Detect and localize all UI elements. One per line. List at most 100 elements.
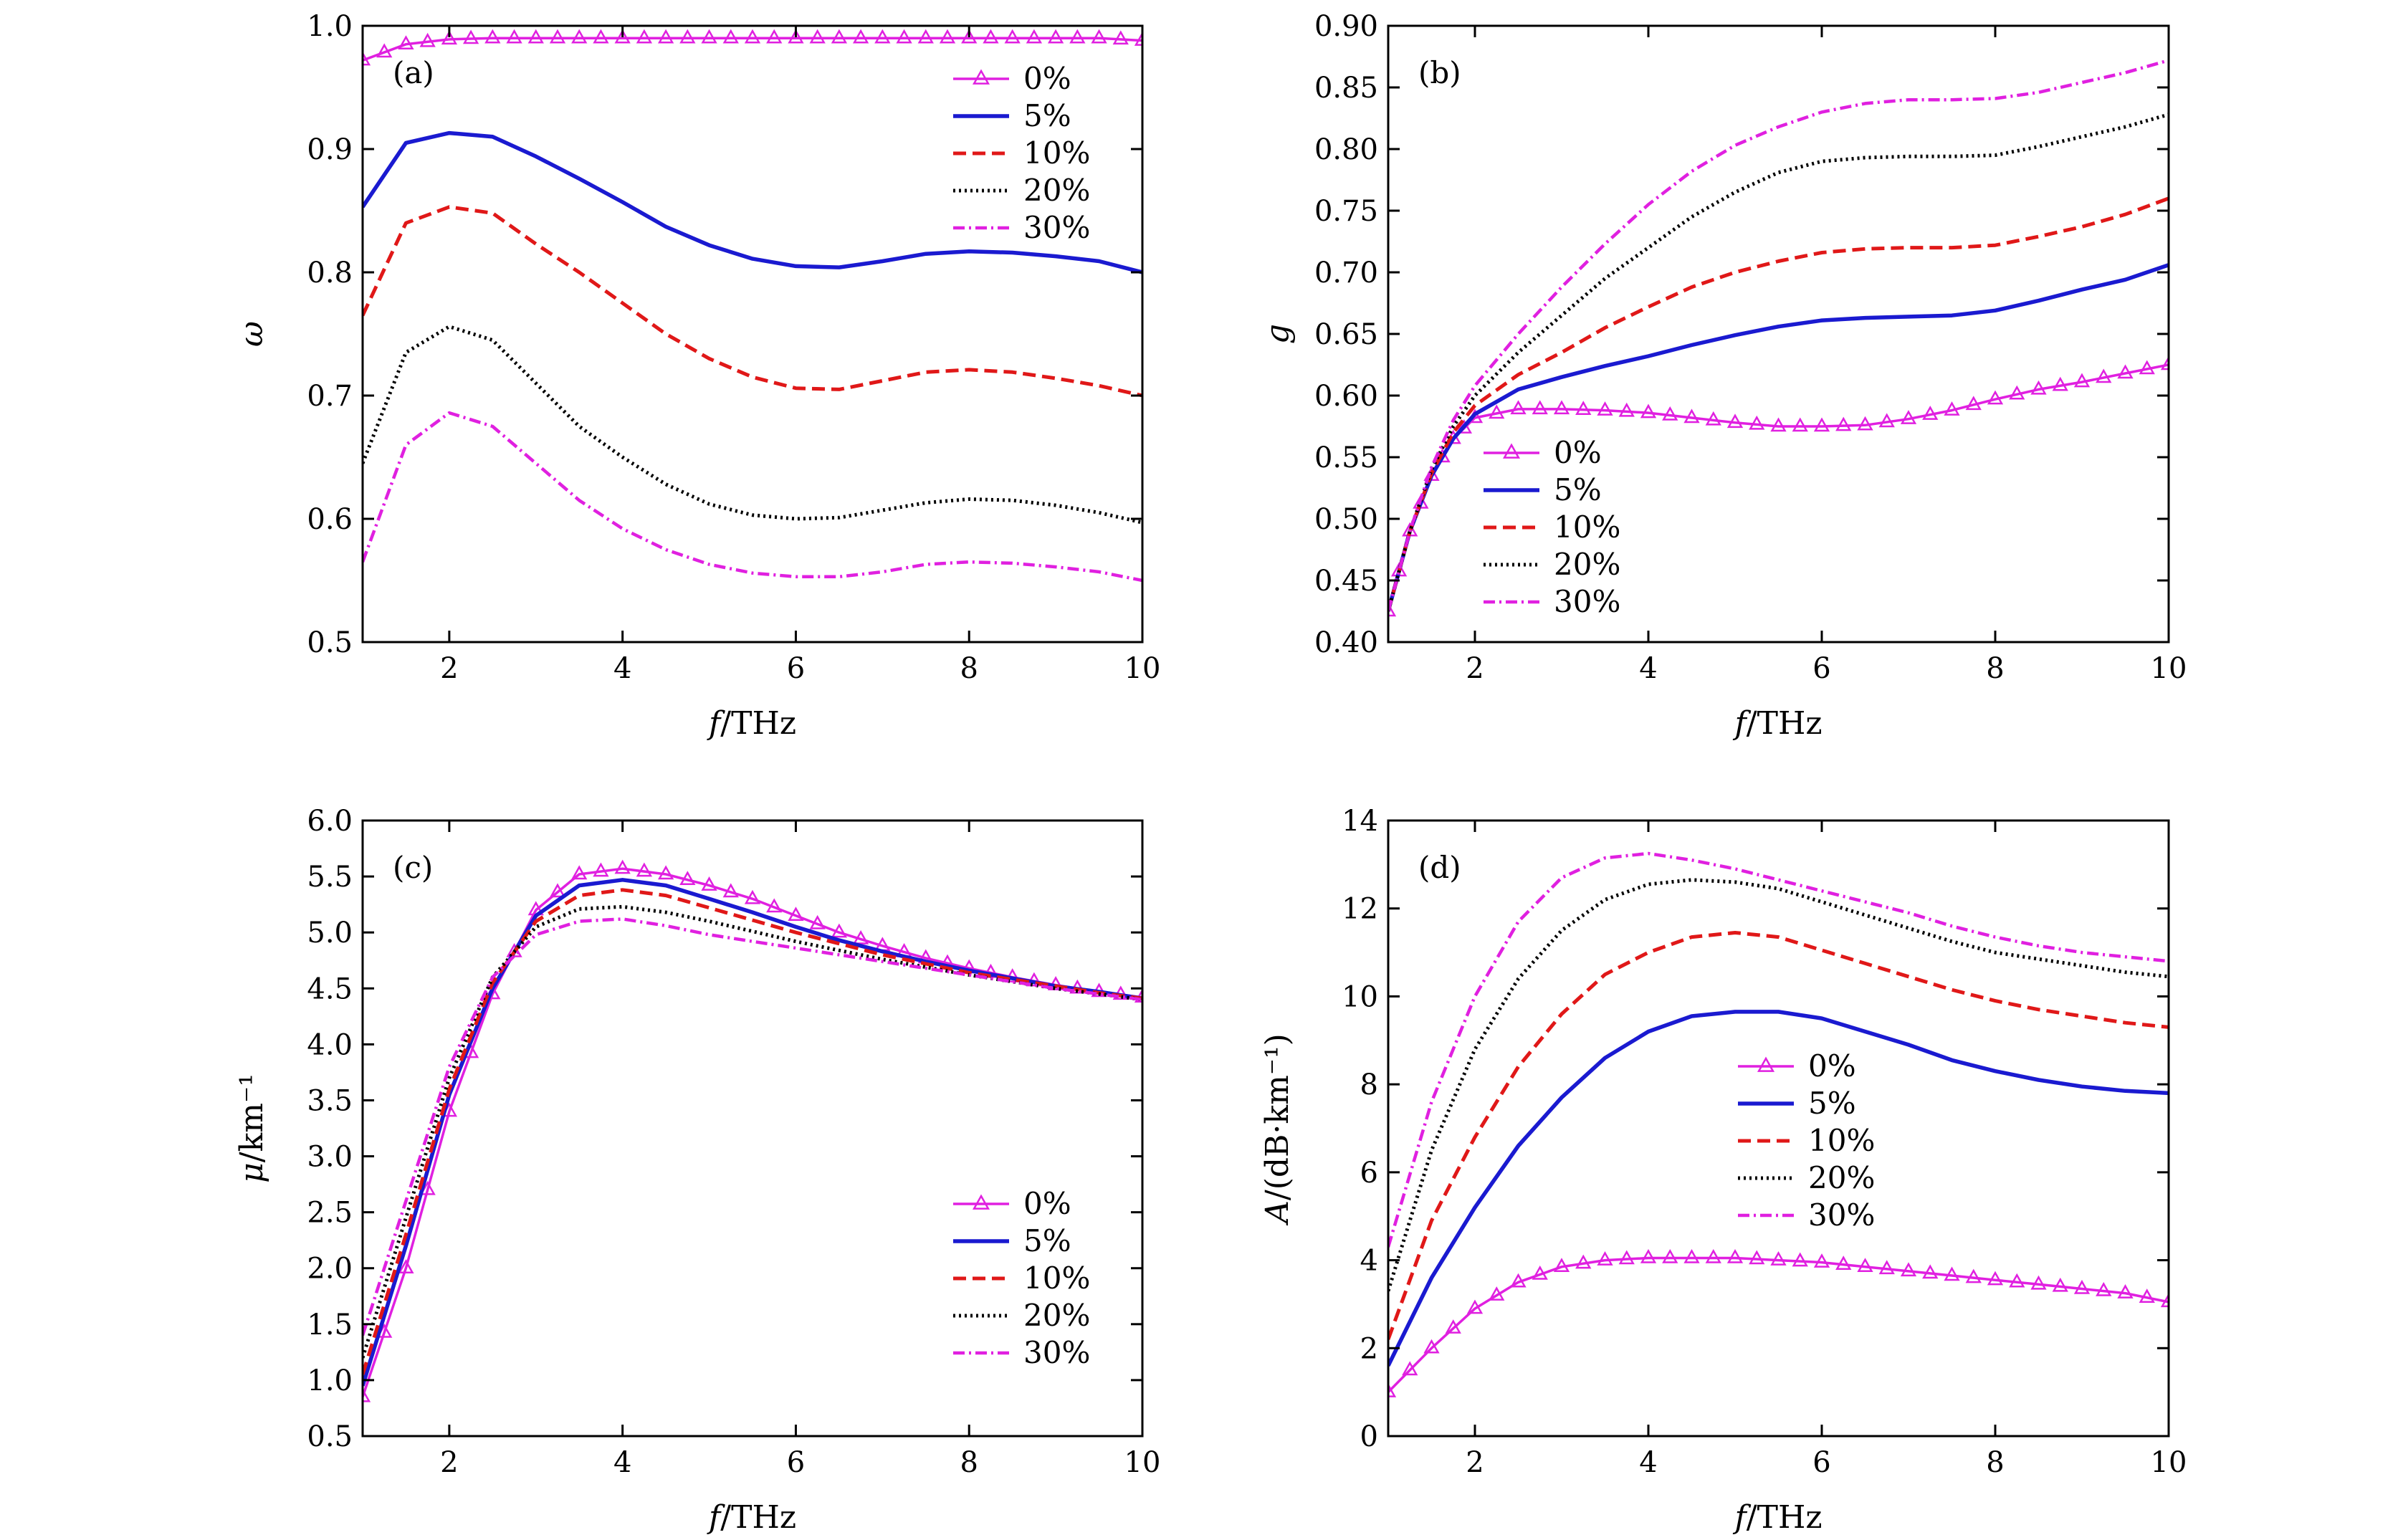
data-point-marker <box>614 29 631 44</box>
data-point-marker <box>1553 400 1570 415</box>
data-point-marker <box>527 29 544 44</box>
data-point-marker <box>1900 1262 1917 1277</box>
y-tick-label: 3.0 <box>307 1141 353 1174</box>
data-point-marker <box>1618 402 1635 417</box>
panel-label: (a) <box>393 55 434 90</box>
y-tick-label: 0.45 <box>1314 565 1378 598</box>
data-point-marker <box>2009 385 2025 400</box>
legend-label: 10% <box>1554 510 1620 545</box>
data-point-marker <box>1705 1248 1721 1263</box>
data-point-marker <box>1047 29 1064 44</box>
series-line-20pct <box>1388 113 2169 612</box>
y-tick-label: 0 <box>1360 1420 1378 1453</box>
data-point-marker <box>1726 1248 1744 1263</box>
legend-label: 10% <box>1023 1261 1090 1296</box>
x-tick-label: 4 <box>1639 652 1657 685</box>
legend-label: 20% <box>1554 547 1620 582</box>
data-point-marker <box>1835 1256 1852 1270</box>
x-tick-label: 8 <box>1986 652 2004 685</box>
y-tick-label: 1.0 <box>307 10 353 43</box>
y-axis-label: μ/km⁻¹ <box>234 1073 270 1183</box>
legend: 0%5%10%20%30% <box>953 61 1090 245</box>
x-tick-label: 10 <box>2151 1446 2187 1479</box>
legend-label: 0% <box>1023 61 1071 96</box>
axes-frame <box>1387 24 2170 644</box>
data-point-marker <box>1388 1383 1397 1397</box>
series-line-10pct <box>363 888 1142 1375</box>
data-point-marker <box>701 29 717 44</box>
data-point-marker <box>1878 413 1895 428</box>
data-point-marker <box>1900 410 1917 424</box>
x-axis-label: f/THz <box>707 705 796 742</box>
data-point-marker <box>1004 29 1021 44</box>
data-point-marker <box>1532 400 1548 415</box>
data-point-marker <box>571 29 588 44</box>
data-point-marker <box>1575 401 1592 416</box>
plot-area <box>1388 851 2169 1397</box>
y-tick-label: 3.5 <box>307 1084 353 1117</box>
series-line-30pct <box>1388 851 2169 1248</box>
data-point-marker <box>1770 1251 1787 1266</box>
y-tick-label: 4.0 <box>307 1028 353 1061</box>
data-point-marker <box>363 51 371 66</box>
data-point-marker <box>852 930 869 944</box>
data-point-marker <box>398 35 414 50</box>
data-point-marker <box>809 29 826 44</box>
y-axis-label: ω <box>234 321 270 347</box>
data-point-marker <box>788 907 804 921</box>
data-point-marker <box>1770 417 1787 432</box>
axes-frame <box>1387 819 2170 1438</box>
data-point-marker <box>1749 1250 1765 1265</box>
y-tick-label: 0.75 <box>1314 195 1378 228</box>
data-point-marker <box>1640 1248 1657 1263</box>
x-tick-label: 8 <box>1986 1446 2004 1479</box>
x-tick-label: 4 <box>613 1446 631 1479</box>
data-point-marker <box>722 883 739 898</box>
data-point-marker <box>2096 368 2112 383</box>
data-point-marker <box>831 923 848 938</box>
data-point-marker <box>788 29 804 44</box>
data-point-marker <box>1640 403 1657 419</box>
data-point-marker <box>2009 1273 2025 1288</box>
data-point-marker <box>1134 988 1142 1003</box>
x-tick-label: 6 <box>787 652 805 685</box>
data-point-marker <box>1402 1361 1418 1376</box>
data-point-marker <box>831 29 848 44</box>
x-tick-label: 2 <box>440 652 458 685</box>
data-point-marker <box>1662 406 1678 421</box>
y-tick-label: 0.40 <box>1314 626 1378 659</box>
data-point-marker <box>1987 1271 2004 1286</box>
legend-label: 5% <box>1023 98 1071 133</box>
y-tick-label: 0.5 <box>307 626 353 659</box>
y-tick-label: 10 <box>1342 980 1378 1013</box>
legend: 0%5%10%20%30% <box>1738 1048 1875 1233</box>
data-point-marker <box>766 898 783 913</box>
axes-frame <box>361 24 1144 644</box>
data-point-marker <box>1466 1299 1484 1314</box>
panel-label: (d) <box>1418 850 1461 885</box>
data-point-marker <box>2096 1281 2112 1296</box>
series-line-0pct <box>1388 1256 2169 1393</box>
data-point-marker <box>462 29 479 44</box>
y-tick-label: 0.6 <box>307 503 353 536</box>
legend-marker <box>1757 1056 1775 1072</box>
data-point-marker <box>983 963 999 978</box>
data-point-marker <box>1987 390 2004 405</box>
data-point-marker <box>1091 29 1107 44</box>
data-point-marker <box>852 29 869 44</box>
data-point-marker <box>2139 360 2155 375</box>
y-tick-label: 4.5 <box>307 972 353 1005</box>
legend-label: 20% <box>1023 173 1090 208</box>
data-point-marker <box>549 29 566 44</box>
data-point-marker <box>549 883 566 898</box>
data-point-marker <box>2117 1284 2134 1299</box>
data-point-marker <box>571 865 588 880</box>
series-line-10pct <box>363 205 1142 398</box>
x-tick-label: 2 <box>1466 1446 1484 1479</box>
series-line-10pct <box>1388 196 2169 612</box>
data-point-marker <box>744 889 761 904</box>
data-point-marker <box>896 29 912 44</box>
data-point-marker <box>1726 413 1744 429</box>
y-tick-label: 0.65 <box>1314 318 1378 351</box>
